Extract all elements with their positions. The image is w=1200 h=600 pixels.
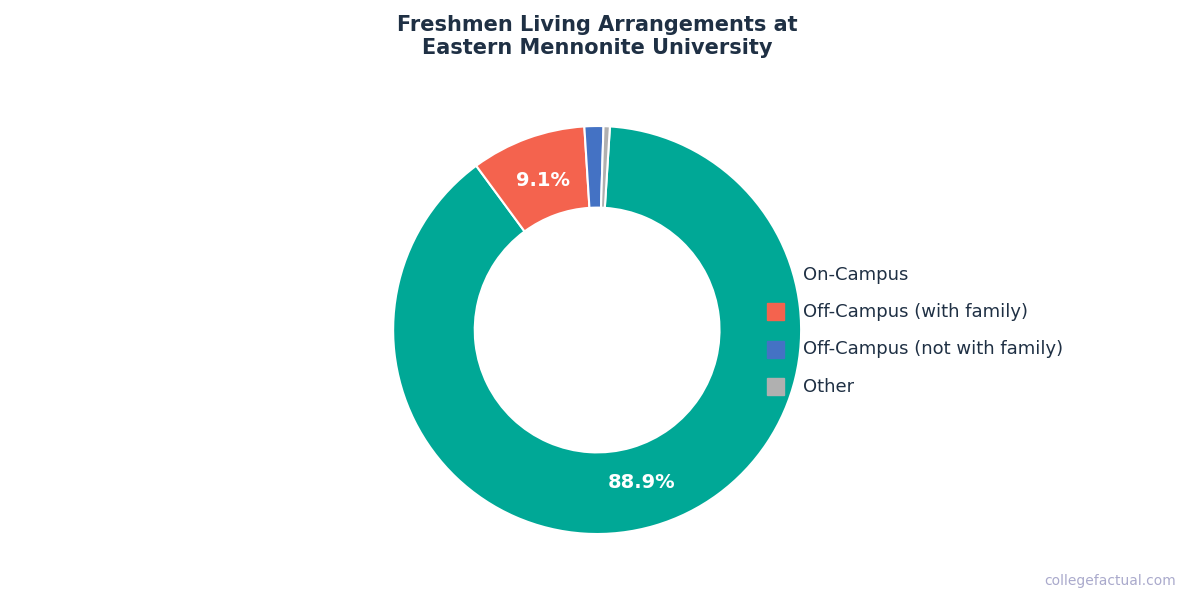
- Wedge shape: [601, 126, 610, 208]
- Wedge shape: [394, 127, 802, 534]
- Title: Freshmen Living Arrangements at
Eastern Mennonite University: Freshmen Living Arrangements at Eastern …: [397, 15, 798, 58]
- Text: collegefactual.com: collegefactual.com: [1044, 574, 1176, 588]
- Legend: On-Campus, Off-Campus (with family), Off-Campus (not with family), Other: On-Campus, Off-Campus (with family), Off…: [749, 246, 1081, 414]
- Wedge shape: [584, 126, 604, 208]
- Text: 88.9%: 88.9%: [608, 473, 676, 492]
- Wedge shape: [476, 127, 589, 232]
- Text: 9.1%: 9.1%: [516, 171, 570, 190]
